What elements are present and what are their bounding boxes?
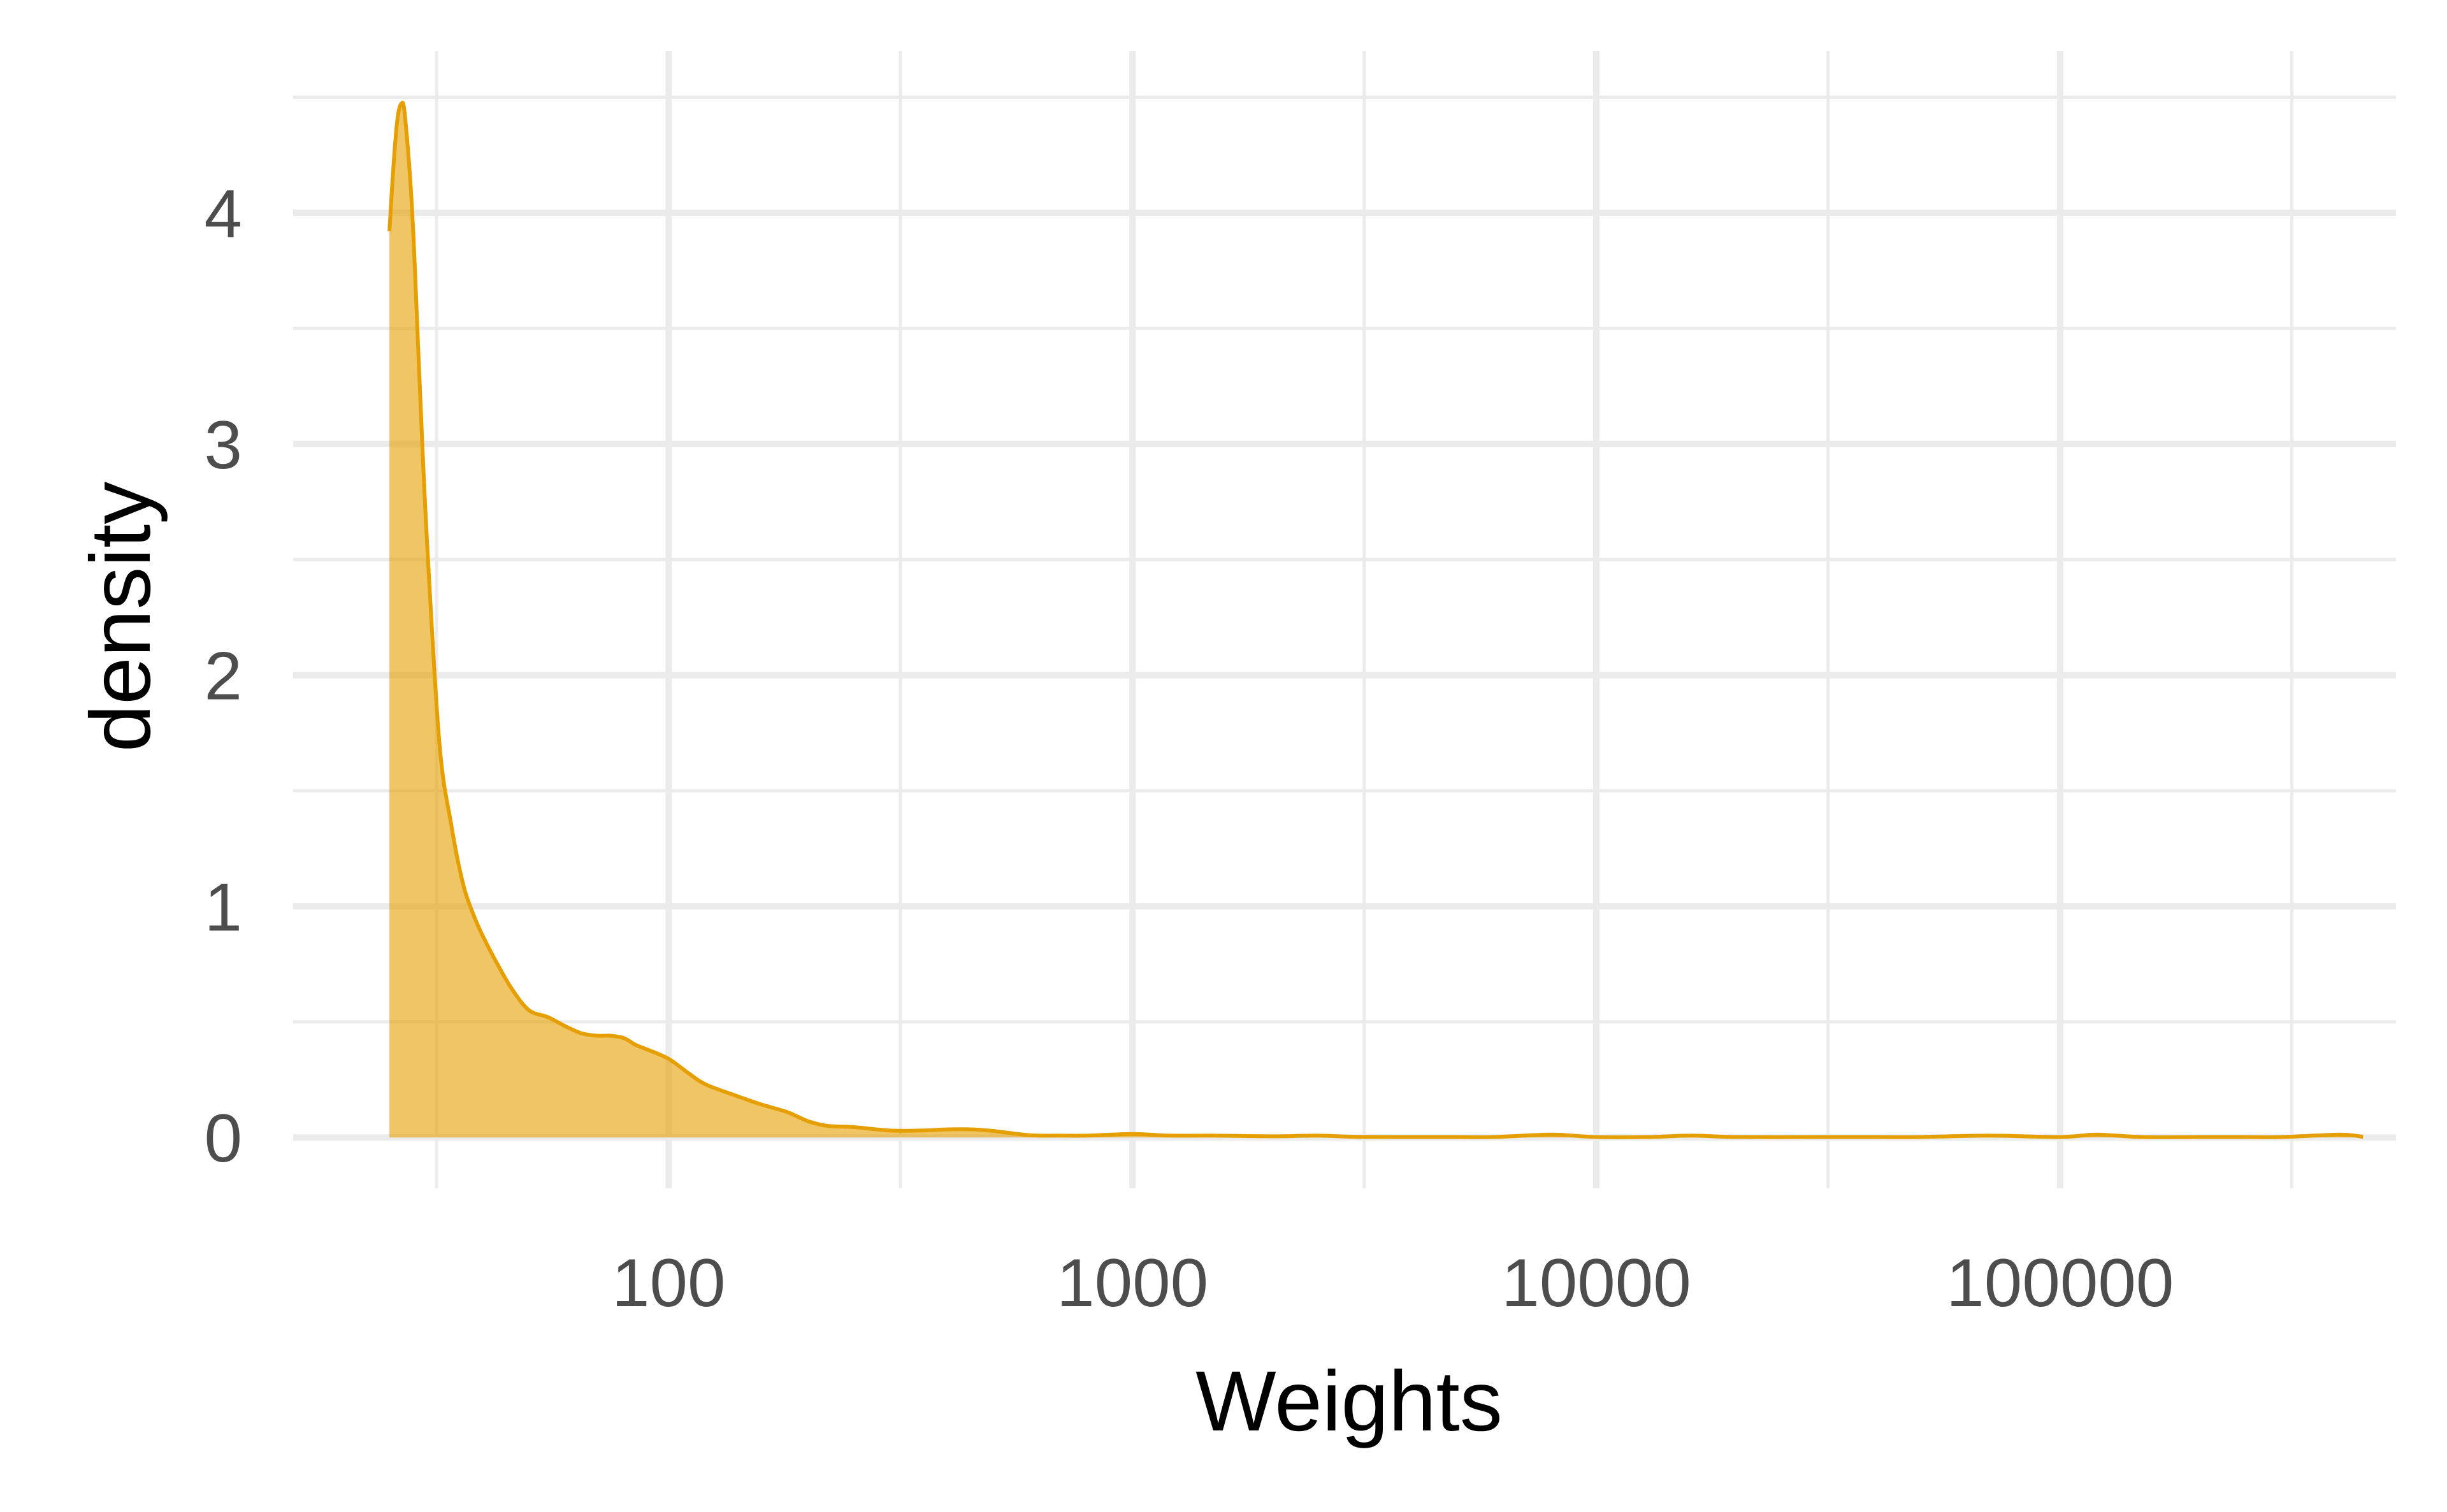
y-minor-gridlines	[293, 96, 2396, 1024]
y-tick-label-2: 2	[204, 638, 242, 714]
y-tick-label-4: 4	[204, 175, 242, 252]
density-line	[387, 101, 2364, 1139]
x-tick-label-2: 10000	[1501, 1244, 1691, 1321]
x-tick-labels: 100 1000 10000 100000	[612, 1244, 2174, 1321]
y-tick-label-3: 3	[204, 407, 242, 483]
x-tick-label-1: 1000	[1057, 1244, 1208, 1321]
x-tick-label-3: 100000	[1946, 1244, 2174, 1321]
y-axis-title: density	[73, 482, 168, 752]
x-tick-label-0: 100	[612, 1244, 726, 1321]
x-major-gridlines	[665, 51, 2063, 1188]
x-axis-title: Weights	[1195, 1354, 1503, 1449]
y-tick-labels: 0 1 2 3 4	[204, 175, 242, 1176]
y-tick-label-0: 0	[204, 1100, 242, 1176]
y-tick-label-1: 1	[204, 868, 242, 945]
